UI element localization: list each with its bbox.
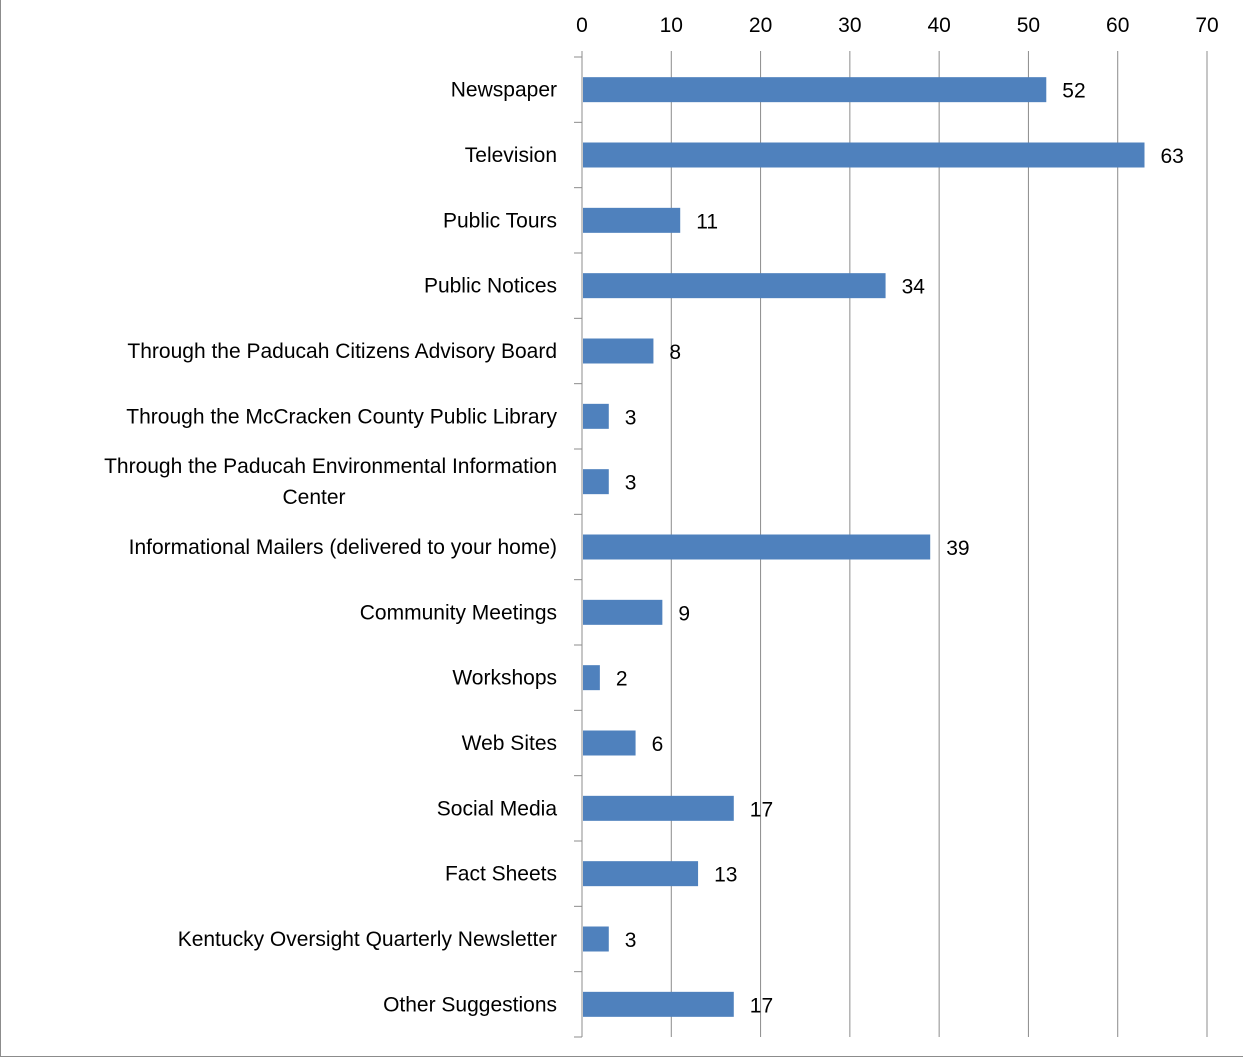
bar — [583, 730, 636, 756]
x-tick-label: 20 — [749, 14, 772, 37]
category-label: Kentucky Oversight Quarterly Newsletter — [178, 928, 557, 951]
data-label: 8 — [669, 341, 681, 364]
bar — [583, 338, 654, 364]
data-label: 17 — [750, 994, 773, 1017]
category-label: Web Sites — [462, 732, 557, 755]
bar — [583, 77, 1047, 103]
bar — [583, 926, 609, 952]
data-label: 17 — [750, 798, 773, 821]
category-label: Social Media — [437, 797, 558, 820]
bar — [583, 991, 734, 1017]
data-label: 11 — [696, 210, 718, 233]
bar — [583, 469, 609, 495]
category-label: Informational Mailers (delivered to your… — [129, 536, 557, 559]
category-label: Through the McCracken County Public Libr… — [126, 405, 557, 428]
x-tick-label: 0 — [576, 14, 588, 37]
data-label: 9 — [678, 602, 690, 625]
data-label: 6 — [652, 733, 664, 756]
bar — [583, 403, 609, 429]
category-label: Through the Paducah Citizens Advisory Bo… — [127, 340, 557, 363]
data-label: 2 — [616, 668, 628, 691]
data-label: 13 — [714, 864, 737, 887]
data-label: 52 — [1062, 80, 1085, 103]
category-label: Center — [282, 486, 345, 509]
category-label: Through the Paducah Environmental Inform… — [104, 455, 557, 478]
data-label: 34 — [902, 276, 926, 299]
data-label: 3 — [625, 472, 637, 495]
bar — [583, 599, 663, 625]
category-label: Television — [465, 144, 557, 167]
category-label: Public Tours — [443, 209, 557, 232]
bar — [583, 665, 600, 691]
category-label: Other Suggestions — [383, 993, 557, 1016]
x-tick-label: 30 — [838, 14, 861, 37]
data-label: 3 — [625, 406, 637, 429]
x-tick-label: 50 — [1017, 14, 1040, 37]
bar — [583, 142, 1145, 168]
x-tick-label: 40 — [927, 14, 950, 37]
bar — [583, 273, 886, 299]
category-label: Fact Sheets — [445, 863, 557, 886]
category-label: Community Meetings — [360, 601, 557, 624]
data-label: 3 — [625, 929, 637, 952]
bar — [583, 534, 931, 560]
bar — [583, 207, 681, 233]
category-label: Workshops — [452, 667, 557, 690]
category-label: Public Notices — [424, 275, 557, 298]
data-label: 63 — [1161, 145, 1184, 168]
bar — [583, 861, 699, 887]
x-tick-label: 10 — [660, 14, 683, 37]
x-tick-label: 60 — [1106, 14, 1129, 37]
category-label: Newspaper — [451, 79, 557, 102]
bar — [583, 795, 734, 821]
data-label: 39 — [946, 537, 969, 560]
x-tick-label: 70 — [1195, 14, 1218, 37]
